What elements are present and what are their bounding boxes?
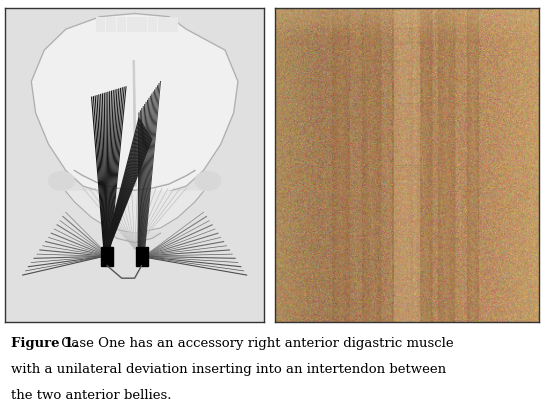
Bar bbox=[116, 17, 125, 31]
Bar bbox=[137, 17, 146, 31]
Ellipse shape bbox=[48, 171, 75, 190]
Bar bbox=[168, 17, 177, 31]
Text: Figure 1.: Figure 1. bbox=[11, 337, 78, 350]
Bar bbox=[101, 247, 113, 266]
Bar bbox=[147, 17, 156, 31]
Polygon shape bbox=[109, 233, 160, 242]
Polygon shape bbox=[32, 14, 238, 197]
Bar bbox=[158, 17, 166, 31]
Bar bbox=[135, 247, 147, 266]
Ellipse shape bbox=[109, 260, 160, 275]
Ellipse shape bbox=[195, 171, 221, 190]
Polygon shape bbox=[66, 191, 203, 233]
Text: Case One has an accessory right anterior digastric muscle: Case One has an accessory right anterior… bbox=[57, 337, 453, 350]
Text: the two anterior bellies.: the two anterior bellies. bbox=[11, 389, 171, 402]
Text: with a unilateral deviation inserting into an intertendon between: with a unilateral deviation inserting in… bbox=[11, 363, 446, 376]
Bar bbox=[127, 17, 135, 31]
Bar bbox=[106, 17, 115, 31]
Bar bbox=[96, 17, 104, 31]
